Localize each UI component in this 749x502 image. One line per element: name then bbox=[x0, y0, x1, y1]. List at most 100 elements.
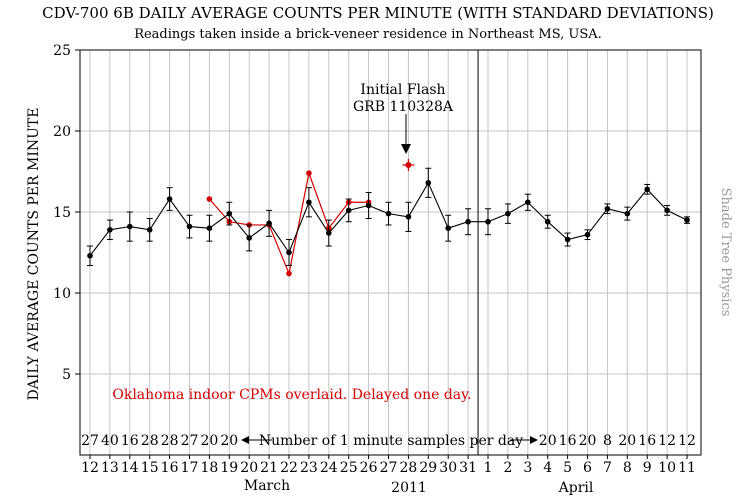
data-point bbox=[544, 218, 551, 225]
data-point bbox=[485, 218, 491, 225]
x-tick-label: 26 bbox=[360, 460, 378, 476]
x-tick-label: 12 bbox=[81, 460, 99, 476]
x-tick-label: 20 bbox=[240, 460, 258, 476]
data-point bbox=[246, 235, 252, 241]
data-point bbox=[286, 270, 292, 277]
watermark-text: Shade Tree Physics bbox=[718, 188, 733, 317]
y-tick-label: 15 bbox=[53, 205, 71, 221]
x-tick-label: 31 bbox=[459, 460, 477, 476]
x-tick-label: 29 bbox=[419, 460, 437, 476]
series-oklahoma bbox=[206, 159, 415, 277]
x-tick-label: 27 bbox=[380, 460, 398, 476]
data-point bbox=[365, 202, 372, 209]
sample-count: 28 bbox=[141, 433, 159, 449]
data-point bbox=[206, 225, 213, 231]
data-point bbox=[206, 196, 213, 202]
data-point bbox=[644, 186, 650, 193]
x-tick-label: 1 bbox=[484, 460, 493, 476]
series-cdv700 bbox=[87, 167, 690, 266]
data-point bbox=[385, 210, 392, 217]
x-tick-label: 4 bbox=[543, 460, 552, 476]
data-point bbox=[107, 227, 113, 233]
data-point bbox=[87, 252, 93, 259]
sample-count: 12 bbox=[678, 433, 696, 449]
x-tick-label: 8 bbox=[623, 460, 632, 476]
x-tick-label: 30 bbox=[439, 460, 457, 476]
data-point bbox=[664, 207, 670, 214]
x-tick-label: 25 bbox=[340, 460, 358, 476]
chart-subtitle: Readings taken inside a brick-veneer res… bbox=[134, 27, 602, 42]
sample-counts-row: 27 40 16 28 28 27 20 20 20 16 20 8 20 16 12 12 bbox=[81, 433, 696, 449]
data-point bbox=[226, 210, 233, 217]
y-tick-label: 20 bbox=[53, 124, 71, 140]
data-point bbox=[286, 249, 292, 256]
year-label: 2011 bbox=[391, 480, 427, 496]
y-tick-label: 10 bbox=[53, 286, 71, 302]
x-tick-label: 21 bbox=[260, 460, 278, 476]
sample-count: 8 bbox=[603, 433, 612, 449]
sample-count: 28 bbox=[161, 433, 179, 449]
sample-count: 27 bbox=[81, 433, 99, 449]
y-tick-label: 5 bbox=[62, 367, 71, 383]
x-tick-label: 16 bbox=[161, 460, 179, 476]
sample-count: 40 bbox=[101, 433, 119, 449]
plot-frame bbox=[79, 49, 702, 456]
sample-count: 16 bbox=[121, 433, 139, 449]
data-point bbox=[306, 199, 312, 206]
data-point bbox=[127, 223, 133, 230]
x-tick-label: 17 bbox=[181, 460, 199, 476]
sample-count-label: Number of 1 minute samples per day bbox=[259, 433, 523, 449]
x-tick-label: 18 bbox=[200, 460, 218, 476]
x-tick-label: 11 bbox=[678, 460, 696, 476]
data-point bbox=[146, 227, 153, 233]
flash-annotation-line1: Initial Flash bbox=[360, 82, 445, 98]
overlay-note: Oklahoma indoor CPMs overlaid. Delayed o… bbox=[112, 387, 471, 403]
data-point bbox=[525, 199, 531, 206]
data-point bbox=[465, 218, 471, 225]
data-point bbox=[345, 207, 352, 214]
x-tick-label: 10 bbox=[658, 460, 676, 476]
x-tick-label: 13 bbox=[101, 460, 119, 476]
flash-annotation-line2: GRB 110328A bbox=[353, 99, 454, 115]
x-tick-label: 6 bbox=[583, 460, 592, 476]
data-point bbox=[684, 217, 690, 223]
data-point bbox=[624, 210, 631, 217]
sample-count-arrow bbox=[241, 436, 538, 444]
sample-count: 27 bbox=[181, 433, 199, 449]
sample-count: 20 bbox=[579, 433, 597, 449]
month-label-march: March bbox=[244, 478, 290, 494]
grid-lines bbox=[80, 49, 701, 455]
x-tick-label: 14 bbox=[121, 460, 139, 476]
sample-count: 20 bbox=[200, 433, 218, 449]
data-point bbox=[604, 205, 611, 212]
sample-count: 12 bbox=[658, 433, 676, 449]
sample-count: 20 bbox=[618, 433, 636, 449]
x-tick-label: 24 bbox=[320, 460, 338, 476]
y-axis: 5 10 15 20 25 bbox=[53, 43, 80, 383]
data-point bbox=[564, 236, 571, 243]
x-tick-label: 15 bbox=[141, 460, 159, 476]
chart-title: CDV-700 6B DAILY AVERAGE COUNTS PER MINU… bbox=[42, 4, 714, 22]
data-point bbox=[326, 230, 332, 236]
x-tick-label: 19 bbox=[220, 460, 238, 476]
x-tick-label: 9 bbox=[643, 460, 652, 476]
data-point bbox=[505, 210, 511, 217]
x-tick-label: 3 bbox=[523, 460, 532, 476]
y-tick-label: 25 bbox=[53, 43, 71, 59]
data-point bbox=[186, 223, 193, 230]
data-point bbox=[425, 180, 432, 186]
data-point bbox=[405, 214, 412, 220]
flash-arrow bbox=[401, 114, 411, 154]
data-point bbox=[445, 225, 452, 231]
sample-count: 16 bbox=[638, 433, 656, 449]
data-point bbox=[166, 196, 173, 202]
x-tick-label: 28 bbox=[399, 460, 417, 476]
x-tick-label: 5 bbox=[563, 460, 572, 476]
x-tick-label: 2 bbox=[503, 460, 512, 476]
sample-count: 16 bbox=[559, 433, 577, 449]
x-tick-label: 7 bbox=[603, 460, 612, 476]
data-point bbox=[584, 231, 591, 238]
data-point bbox=[306, 170, 312, 176]
data-point bbox=[266, 220, 272, 227]
